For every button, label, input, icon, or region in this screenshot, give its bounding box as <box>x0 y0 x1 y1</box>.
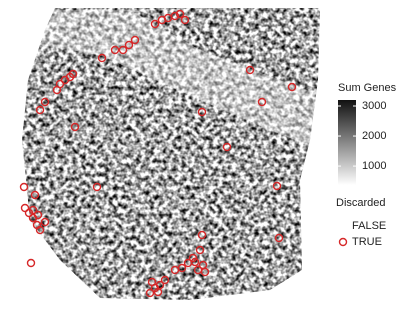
legend-label: FALSE <box>352 220 386 232</box>
colorbar-tick-label: 3000 <box>362 100 386 112</box>
colorbar-tick-label: 1000 <box>362 160 386 172</box>
discarded-point <box>28 260 35 267</box>
legend-label: TRUE <box>352 236 382 248</box>
chart: Sum Genes Discarded FALSE TRUE 1000 2000 3… <box>0 0 401 321</box>
tissue <box>0 0 330 310</box>
colorbar-title: Sum Genes <box>338 82 397 94</box>
legend-title: Discarded <box>336 197 386 209</box>
legend-symbol <box>340 239 347 246</box>
discarded-point <box>22 205 29 212</box>
discarded-point <box>21 184 28 191</box>
colorbar <box>338 100 356 185</box>
colorbar-tick-label: 2000 <box>362 130 386 142</box>
